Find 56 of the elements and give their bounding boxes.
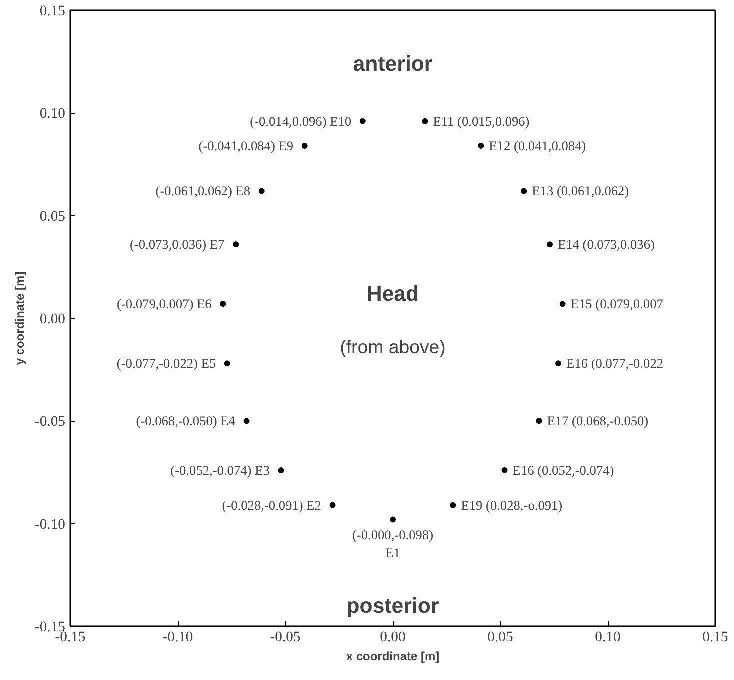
annotation: E14 (0.073,0.036) xyxy=(558,237,655,252)
annotation: E11 (0.015,0.096) xyxy=(433,114,530,129)
point xyxy=(224,360,230,367)
point xyxy=(560,301,566,308)
annotation: E17 (0.068,-0.050) xyxy=(547,414,649,429)
x-tick-label: 0.00 xyxy=(380,630,406,646)
annotation: (-0.014,0.096) E10 xyxy=(250,114,352,129)
point xyxy=(536,418,542,424)
annotation: E16 (0.077,-0.022 xyxy=(566,356,664,372)
point xyxy=(278,467,284,474)
x-tick-label: -0.05 xyxy=(270,630,301,646)
annotation: (-0.028,-0.091) E2 xyxy=(222,498,322,513)
point xyxy=(521,188,528,194)
annotation: (-0.068,-0.050) E4 xyxy=(136,414,236,429)
y-tick-label: -0.10 xyxy=(34,516,66,533)
point xyxy=(502,467,508,474)
y-tick-label: -0.05 xyxy=(34,414,66,430)
annotation: (-0.041,0.084) E9 xyxy=(198,138,294,154)
point xyxy=(546,242,553,248)
point xyxy=(360,118,366,124)
annotation: (from above) xyxy=(340,336,446,358)
y-tick-label: 0.00 xyxy=(40,312,66,328)
point xyxy=(450,502,456,508)
y-axis-title: y coordinate [m] xyxy=(12,272,27,366)
annotation: Head xyxy=(366,282,420,306)
x-tick-label: 0.15 xyxy=(702,630,728,646)
point xyxy=(556,360,562,367)
annotation: E16 (0.052,-0.074) xyxy=(512,462,614,478)
point xyxy=(220,301,226,308)
y-tick-label: 0.10 xyxy=(40,106,66,122)
x-tick-label: 0.05 xyxy=(488,630,514,646)
annotation: E15 (0.079,0.007 xyxy=(570,296,664,312)
annotation: E19 (0.028,-o.091) xyxy=(461,498,563,513)
y-tick-label: 0.15 xyxy=(40,4,66,20)
point xyxy=(233,242,240,248)
point xyxy=(390,516,396,523)
annotation: E12 (0.041,0.084) xyxy=(489,138,586,154)
annotation: (-0.061,0.062) E8 xyxy=(156,184,251,199)
annotation: E13 (0.061,0.062) xyxy=(532,184,630,199)
point xyxy=(244,418,250,424)
annotation: (-0.052,-0.074) E3 xyxy=(170,462,270,478)
annotation: posterior xyxy=(346,594,440,618)
point xyxy=(258,188,265,194)
x-axis-title: x coordinate [m] xyxy=(346,650,440,664)
annotation: (-0.079,0.007) E6 xyxy=(117,296,212,312)
annotation: (-0.073,0.036) E7 xyxy=(130,237,226,252)
annotation: anterior xyxy=(353,52,433,76)
y-tick-label: 0.05 xyxy=(40,208,66,225)
point xyxy=(302,143,308,150)
point xyxy=(330,502,336,508)
point xyxy=(478,143,484,150)
annotation: (-0.000,-0.098) E1 xyxy=(352,528,434,561)
point xyxy=(422,118,428,124)
x-tick-label: -0.10 xyxy=(162,630,194,646)
x-tick-label: 0.10 xyxy=(595,630,621,646)
annotation: (-0.077,-0.022) E5 xyxy=(116,356,216,372)
